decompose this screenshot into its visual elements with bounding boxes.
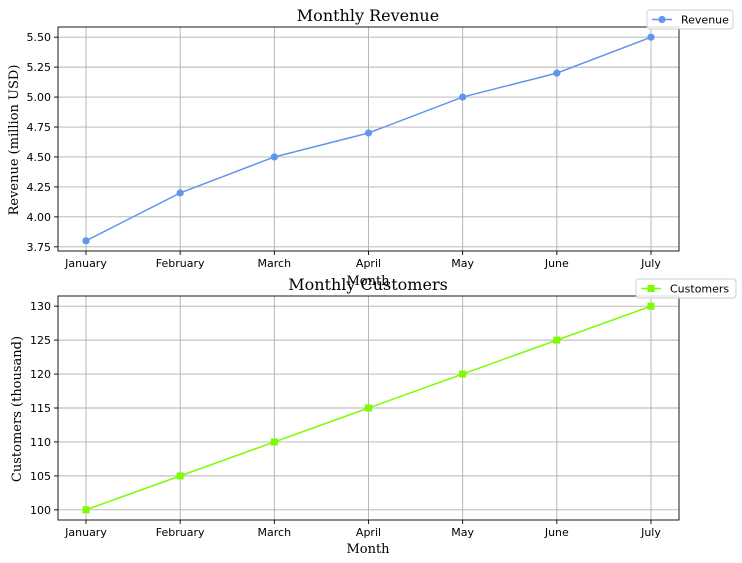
customers-chart-panel: Monthly Customers Month Customers (thous… — [10, 275, 737, 557]
revenue-x-tick-label: January — [64, 257, 107, 270]
revenue-legend-box — [646, 9, 734, 30]
customers-x-tick-label: June — [544, 526, 569, 539]
revenue-data-point — [647, 33, 655, 41]
revenue-x-tick-label: May — [451, 257, 474, 270]
customers-y-tick-label: 130 — [30, 300, 51, 313]
customers-data-point — [553, 336, 561, 344]
customers-x-tick-label: May — [451, 526, 474, 539]
revenue-legend: Revenue — [646, 9, 734, 30]
revenue-y-tick-label: 4.50 — [27, 151, 52, 164]
revenue-x-tick-label: March — [258, 257, 292, 270]
customers-legend-label: Customers — [670, 283, 729, 296]
customers-data-point — [647, 302, 655, 310]
revenue-data-point — [176, 189, 184, 197]
revenue-y-tick-label: 3.75 — [27, 241, 52, 254]
revenue-y-tick-label: 4.00 — [27, 211, 52, 224]
customers-x-tick-label: January — [64, 526, 107, 539]
customers-legend-marker — [647, 285, 655, 292]
customers-data-point — [176, 472, 184, 480]
customers-y-tick-label: 125 — [30, 334, 51, 347]
customers-legend: Customers — [635, 278, 737, 299]
customers-y-axis-label: Customers (thousand) — [10, 336, 25, 482]
customers-y-tick-label: 105 — [30, 470, 51, 483]
customers-y-tick-label: 120 — [30, 368, 51, 381]
revenue-x-tick-label: June — [544, 257, 569, 270]
revenue-y-tick-label: 5.50 — [27, 31, 52, 44]
revenue-data-point — [459, 93, 467, 101]
revenue-y-tick-label: 4.75 — [27, 121, 52, 134]
revenue-chart-title: Monthly Revenue — [297, 6, 439, 25]
revenue-y-tick-label: 5.25 — [27, 61, 52, 74]
customers-x-tick-label: July — [640, 526, 661, 539]
customers-y-tick-label: 115 — [30, 402, 51, 415]
revenue-legend-marker — [658, 15, 666, 24]
customers-chart-title: Monthly Customers — [288, 275, 448, 294]
customers-data-point — [459, 370, 467, 378]
customers-data-point — [82, 506, 90, 514]
customers-y-tick-label: 100 — [30, 504, 51, 517]
revenue-y-tick-label: 4.25 — [27, 181, 52, 194]
revenue-data-point — [364, 129, 373, 137]
revenue-data-point — [270, 153, 278, 161]
revenue-legend-label: Revenue — [681, 14, 729, 27]
revenue-data-point — [553, 69, 561, 77]
customers-y-tick-label: 110 — [30, 436, 51, 449]
revenue-y-axis-label: Revenue (million USD) — [7, 65, 22, 216]
revenue-chart-panel: Monthly Revenue Month Revenue (million U… — [7, 6, 734, 289]
customers-data-point — [270, 438, 278, 446]
revenue-x-tick-label: February — [156, 257, 205, 270]
customers-x-axis-label: Month — [346, 542, 390, 557]
customers-legend-box — [635, 278, 737, 299]
customers-x-tick-label: February — [156, 526, 205, 539]
revenue-y-tick-label: 5.00 — [27, 91, 52, 104]
revenue-x-tick-label: July — [640, 257, 661, 270]
revenue-data-point — [82, 237, 90, 245]
customers-data-point — [365, 404, 372, 412]
customers-x-tick-label: March — [258, 526, 292, 539]
revenue-x-axis-label: Month — [346, 274, 390, 289]
revenue-x-tick-label: April — [356, 257, 381, 270]
customers-x-tick-label: April — [356, 526, 381, 539]
